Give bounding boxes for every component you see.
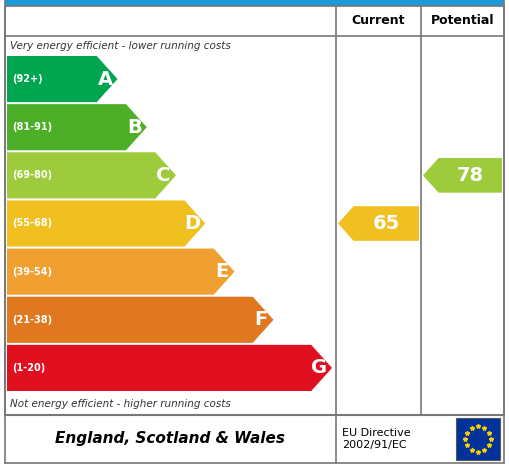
Text: Not energy efficient - higher running costs: Not energy efficient - higher running co… bbox=[10, 399, 231, 409]
Text: (21-38): (21-38) bbox=[12, 315, 52, 325]
Polygon shape bbox=[423, 158, 502, 193]
Text: B: B bbox=[127, 118, 142, 137]
Text: 78: 78 bbox=[457, 166, 484, 185]
Text: (39-54): (39-54) bbox=[12, 267, 52, 276]
Text: A: A bbox=[98, 70, 112, 89]
Text: E: E bbox=[215, 262, 229, 281]
Bar bbox=[456, 418, 500, 460]
Text: 2002/91/EC: 2002/91/EC bbox=[342, 440, 407, 450]
Polygon shape bbox=[7, 200, 205, 247]
Text: C: C bbox=[156, 166, 171, 185]
Polygon shape bbox=[7, 152, 176, 198]
Bar bbox=[5, 0, 504, 6]
Text: (69-80): (69-80) bbox=[12, 170, 52, 180]
Polygon shape bbox=[7, 248, 235, 295]
Text: (81-91): (81-91) bbox=[12, 122, 52, 132]
Polygon shape bbox=[7, 345, 332, 391]
Text: 65: 65 bbox=[373, 214, 400, 233]
Polygon shape bbox=[7, 297, 273, 343]
Polygon shape bbox=[7, 104, 147, 150]
Text: (92+): (92+) bbox=[12, 74, 43, 84]
Text: (1-20): (1-20) bbox=[12, 363, 45, 373]
Text: Potential: Potential bbox=[431, 14, 494, 28]
Polygon shape bbox=[7, 56, 118, 102]
Polygon shape bbox=[338, 206, 419, 241]
Text: England, Scotland & Wales: England, Scotland & Wales bbox=[55, 432, 286, 446]
Text: Very energy efficient - lower running costs: Very energy efficient - lower running co… bbox=[10, 41, 231, 51]
Bar bbox=[5, 6, 504, 415]
Text: (55-68): (55-68) bbox=[12, 219, 52, 228]
Text: G: G bbox=[312, 359, 328, 377]
Text: Current: Current bbox=[352, 14, 405, 28]
Text: F: F bbox=[254, 310, 268, 329]
Text: D: D bbox=[185, 214, 201, 233]
Text: EU Directive: EU Directive bbox=[342, 428, 411, 438]
